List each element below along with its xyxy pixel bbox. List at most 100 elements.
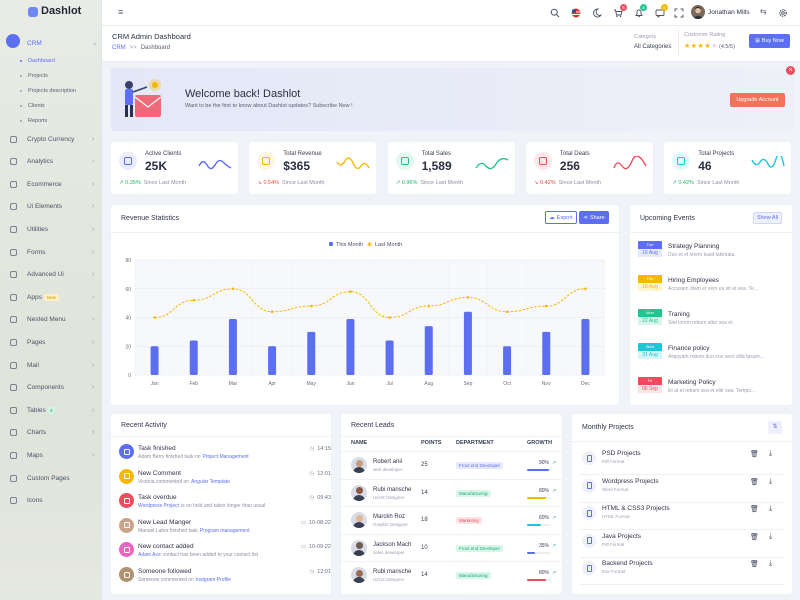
trash-icon[interactable]: 🗑︎ xyxy=(750,451,759,458)
bar-apr[interactable] xyxy=(268,346,277,375)
bar-mar[interactable] xyxy=(228,318,237,375)
sidebar-item-mail[interactable]: Mail › xyxy=(0,358,102,372)
bar-aug[interactable] xyxy=(424,326,433,375)
bar-jun[interactable] xyxy=(346,318,355,375)
event-item[interactable]: Tue 16 Aug Strategy Planning Duo et et lore… xyxy=(638,241,792,275)
download-icon[interactable]: ⤓ xyxy=(769,477,773,485)
export-button[interactable]: ☁ Export xyxy=(545,211,577,224)
gear-icon[interactable] xyxy=(778,8,788,18)
breadcrumb-root[interactable]: CRM xyxy=(112,45,126,51)
bar-jul[interactable] xyxy=(385,340,394,376)
download-icon[interactable]: ⤓ xyxy=(769,450,773,457)
bell-icon[interactable] xyxy=(634,8,644,18)
trash-icon[interactable]: 🗑︎ xyxy=(750,478,759,486)
sidebar-item-ui-elements[interactable]: Ui Elements › xyxy=(0,200,102,214)
project-item[interactable]: Java Projects Pdf Format 🗑︎ ⤓ xyxy=(580,530,785,558)
trash-icon[interactable]: 🗑︎ xyxy=(750,533,759,541)
show-all-button[interactable]: Show All xyxy=(753,212,782,224)
table-row[interactable]: Robert anii web developer 25 Front end Deve… xyxy=(341,451,562,478)
close-icon[interactable]: × xyxy=(786,66,795,75)
message-icon[interactable] xyxy=(655,8,665,18)
line-point-jan[interactable] xyxy=(153,316,156,319)
sidebar-item-analytics[interactable]: Analytics › xyxy=(0,155,102,169)
language-flag-icon[interactable] xyxy=(571,8,581,18)
activity-link[interactable]: Instgram Profile xyxy=(195,577,231,583)
table-row[interactable]: Rubi mansche UI/UX Designer 14 Manufacturin… xyxy=(341,561,562,588)
download-icon[interactable]: ⤓ xyxy=(769,505,773,512)
sidebar-item-ecommerce[interactable]: Ecommerce › xyxy=(0,177,102,191)
sidebar-item-components[interactable]: Components › xyxy=(0,381,102,395)
project-item[interactable]: Wordpress Projects Word Format 🗑︎ ⤓ xyxy=(580,475,785,503)
fullscreen-icon[interactable] xyxy=(674,8,684,18)
activity-link[interactable]: Adam Ace xyxy=(138,552,161,559)
upgrade-account-button[interactable]: Upgrade Account xyxy=(730,93,785,107)
line-point-feb[interactable] xyxy=(192,298,196,302)
user-avatar[interactable] xyxy=(691,5,705,19)
line-point-may[interactable] xyxy=(309,304,313,308)
sidebar-item-advanced-ui[interactable]: Advanced Ui › xyxy=(0,268,102,282)
line-point-mar[interactable] xyxy=(231,287,235,291)
legend-label-this-month[interactable]: This Month xyxy=(336,242,363,248)
bar-sep[interactable] xyxy=(463,311,472,375)
sidebar-item-forms[interactable]: Forms › xyxy=(0,245,102,259)
project-item[interactable]: HTML & CSS3 Projects HTML Format 🗑︎ ⤓ xyxy=(580,502,785,530)
project-item[interactable]: Backend Projects Exe Format 🗑︎ ⤓ xyxy=(580,557,785,585)
download-icon[interactable]: ⤓ xyxy=(769,560,773,567)
event-item[interactable]: Thu 18 Aug Hiring Employees Accusam diam et… xyxy=(638,275,792,309)
search-icon[interactable] xyxy=(550,8,560,18)
line-point-jul[interactable] xyxy=(388,316,391,319)
sidebar-item-nested-menu[interactable]: Nested Menu › xyxy=(0,313,102,327)
activity-link[interactable]: Wordpress Project xyxy=(138,503,180,510)
sidebar-item-apps[interactable]: Apps New › xyxy=(0,290,102,304)
trash-icon[interactable]: 🗑︎ xyxy=(750,506,759,513)
line-point-sep[interactable] xyxy=(466,296,470,299)
sidebar-item-custom-pages[interactable]: Custom Pages xyxy=(0,471,102,485)
legend-label-last-month[interactable]: Last Month xyxy=(375,242,402,248)
table-row[interactable]: Rubi mansche UI/UX Designer 14 Manufacturin… xyxy=(341,478,562,506)
activity-link[interactable]: Angular Template xyxy=(191,478,230,485)
project-item[interactable]: PSD Projects Pdf Format 🗑︎ ⤓ xyxy=(580,447,785,475)
line-point-jun[interactable] xyxy=(349,290,352,293)
line-point-aug[interactable] xyxy=(427,304,431,308)
bar-dec[interactable] xyxy=(581,318,590,375)
cart-icon[interactable] xyxy=(613,8,623,18)
line-point-oct[interactable] xyxy=(505,310,509,314)
bar-jan[interactable] xyxy=(150,346,159,375)
bar-oct[interactable] xyxy=(503,346,512,375)
sidebar-layout-icon[interactable]: ⇆ xyxy=(760,7,767,16)
activity-link[interactable]: Project Management xyxy=(202,454,249,460)
download-icon[interactable]: ⤓ xyxy=(769,532,773,540)
bar-may[interactable] xyxy=(307,331,316,375)
sidebar-item-maps[interactable]: Maps › xyxy=(0,448,102,462)
sidebar-item-crm[interactable]: CRM ⌄ xyxy=(0,34,102,50)
trash-icon[interactable]: 🗑︎ xyxy=(750,561,759,568)
bar-nov[interactable] xyxy=(542,331,551,375)
activity-link[interactable]: Program management xyxy=(199,527,250,534)
sidebar-sub-clients[interactable]: Clients xyxy=(20,103,45,109)
theme-toggle-icon[interactable] xyxy=(592,8,602,18)
sidebar-item-utilities[interactable]: Utilities › xyxy=(0,222,102,236)
share-button[interactable]: ⋖ Share xyxy=(579,211,609,224)
event-item[interactable]: Fri 06 Sep Marketing Policy Et at et rebum … xyxy=(638,377,792,405)
sidebar-item-icons[interactable]: Icons xyxy=(0,494,102,508)
sidebar-sub-reports[interactable]: Reports xyxy=(20,118,47,124)
line-point-nov[interactable] xyxy=(544,304,548,308)
category-select[interactable]: All Categories xyxy=(634,44,672,50)
table-row[interactable]: Jackson Mach sales developer 10 Front end D… xyxy=(341,533,562,561)
sidebar-sub-projects-description[interactable]: Projects description xyxy=(20,88,76,94)
sidebar-item-tables[interactable]: Tables 3 › xyxy=(0,403,102,417)
event-item[interactable]: Wed 31 Aug Finance policy Aliquyam rebum du… xyxy=(638,343,792,377)
sidebar-item-pages[interactable]: Pages › xyxy=(0,335,102,349)
line-point-apr[interactable] xyxy=(270,310,274,314)
sidebar-sub-dashboard[interactable]: Dashboard xyxy=(20,58,55,64)
sidebar-item-crypto-currency[interactable]: Crypto Currency › xyxy=(0,132,102,146)
menu-toggle-icon[interactable]: ≡ xyxy=(118,7,124,17)
user-name[interactable]: Jonathan Mills xyxy=(708,9,750,16)
event-item[interactable]: Mon 22 Aug Traning Stet lorem rebum alter s… xyxy=(638,309,792,343)
projects-options-icon[interactable]: ⇅ xyxy=(768,421,782,434)
sidebar-sub-projects[interactable]: Projects xyxy=(20,73,48,79)
line-point-dec[interactable] xyxy=(584,287,587,291)
bar-feb[interactable] xyxy=(189,340,198,376)
buy-now-button[interactable]: ⊞ Buy Now xyxy=(749,34,790,48)
sidebar-item-charts[interactable]: Charts › xyxy=(0,426,102,440)
